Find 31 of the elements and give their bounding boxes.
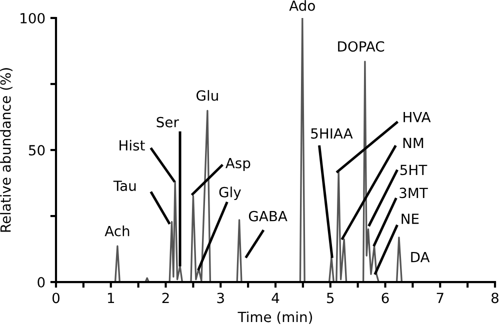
annotation: Ach xyxy=(104,226,130,236)
annotation: 3MT xyxy=(400,188,428,198)
annotation: Ser xyxy=(156,116,179,128)
y-axis-title: Relative abundance (%) xyxy=(0,68,12,232)
annotation: 5HIAA xyxy=(311,128,353,139)
y-tick-label: 50 xyxy=(28,144,45,156)
x-tick-label: 0 xyxy=(52,292,60,304)
annotation: DA xyxy=(411,252,430,262)
annotation: Glu xyxy=(196,90,218,101)
x-tick-label: 7 xyxy=(436,292,444,304)
x-tick-label: 4 xyxy=(272,292,280,304)
x-tick-label: 2 xyxy=(162,292,169,304)
annotation: DOPAC xyxy=(338,41,384,52)
annotation: HVA xyxy=(404,112,431,122)
annotation: Hist xyxy=(120,140,145,151)
annotation: Asp xyxy=(226,158,250,171)
x-tick-label: 3 xyxy=(217,292,224,304)
y-tick-label: 0 xyxy=(38,277,45,288)
x-tick-label: 6 xyxy=(382,292,389,304)
x-tick-label: 5 xyxy=(327,292,334,304)
annotation: Ado xyxy=(289,0,315,11)
x-tick-label: 1 xyxy=(108,292,114,304)
y-tick-label: 100 xyxy=(20,12,45,24)
annotation: GABA xyxy=(248,210,288,222)
annotation: 5HT xyxy=(400,164,428,176)
annotation: Tau xyxy=(113,180,136,192)
x-tick-label: 8 xyxy=(492,292,498,304)
annotation: Gly xyxy=(219,186,241,200)
annotation: NM xyxy=(403,138,424,148)
x-axis-title: Time (min) xyxy=(238,311,312,324)
annotation: NE xyxy=(402,214,419,224)
